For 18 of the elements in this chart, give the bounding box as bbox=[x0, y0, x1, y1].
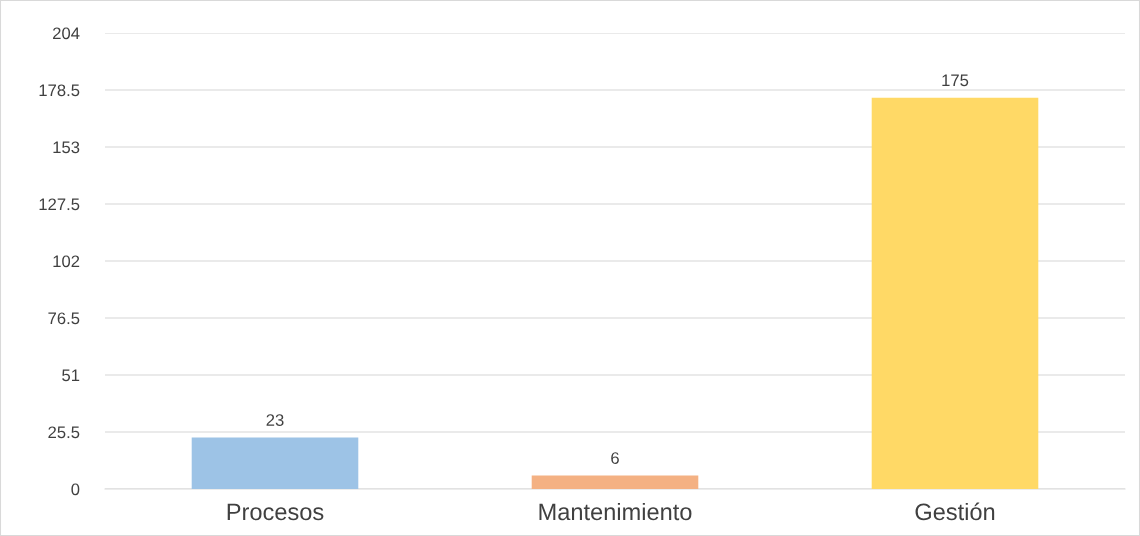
x-tick-label: Gestión bbox=[915, 502, 995, 521]
y-tick-label: 0 bbox=[71, 483, 80, 496]
bar bbox=[191, 437, 359, 489]
y-tick-label: 204 bbox=[53, 27, 80, 40]
data-label: 6 bbox=[611, 452, 619, 464]
y-tick-label: 102 bbox=[53, 255, 80, 268]
x-tick-label: Mantenimiento bbox=[539, 502, 692, 521]
y-tick-label: 25.5 bbox=[48, 426, 80, 439]
data-label: 175 bbox=[942, 74, 969, 87]
bar bbox=[531, 475, 699, 489]
x-tick-label: Procesos bbox=[227, 503, 324, 521]
data-label: 23 bbox=[266, 414, 284, 426]
y-tick-label: 76.5 bbox=[48, 312, 80, 325]
y-tick-label: 127.5 bbox=[39, 198, 80, 211]
y-tick-label: 178.5 bbox=[39, 84, 80, 97]
y-tick-label: 51 bbox=[62, 369, 80, 382]
y-tick-label: 153 bbox=[53, 141, 80, 154]
bar bbox=[871, 97, 1039, 489]
